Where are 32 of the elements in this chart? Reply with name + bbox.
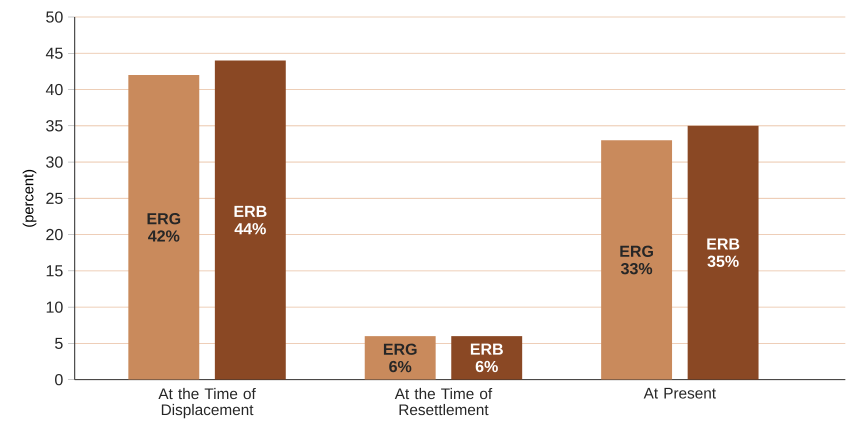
x-tick-label: At the Time of Displacement: [158, 388, 256, 418]
x-tick-label: At Present: [644, 388, 716, 399]
x-tick-label: At the Time of Resettlement: [394, 388, 492, 416]
y-tick-label: 40: [46, 84, 63, 96]
series-label: ERG: [384, 344, 417, 355]
y-tick-label: 25: [46, 192, 63, 204]
bar: [688, 126, 759, 380]
y-tick-label: 45: [46, 48, 63, 59]
bar: [128, 75, 200, 380]
y-tick-label: 30: [46, 156, 63, 168]
text: ERB: [707, 238, 740, 250]
data-label: 6%: [389, 360, 412, 372]
bar: [214, 60, 286, 380]
bar: [364, 336, 436, 380]
data-label: 35%: [707, 256, 739, 267]
y-tick-label: 5: [55, 338, 63, 349]
text: ERB: [234, 206, 266, 217]
y-tick-label: 15: [46, 265, 63, 276]
data-label: 6%: [476, 360, 498, 372]
y-tick-label: 20: [46, 228, 63, 240]
y-tick-label: 0: [55, 374, 63, 386]
data-label: 44%: [234, 223, 266, 234]
text: ERG: [148, 213, 180, 224]
text: ERG: [620, 246, 653, 257]
data-label: 42%: [148, 230, 180, 242]
y-tick-label: 35: [46, 120, 63, 132]
bar: [601, 140, 672, 380]
y-tick-label: 10: [46, 301, 63, 313]
y-tick-label: 50: [46, 11, 63, 23]
data-label: 33%: [620, 262, 652, 274]
y-axis-title: (percent): [22, 170, 36, 227]
series-label: ERB: [470, 344, 503, 355]
